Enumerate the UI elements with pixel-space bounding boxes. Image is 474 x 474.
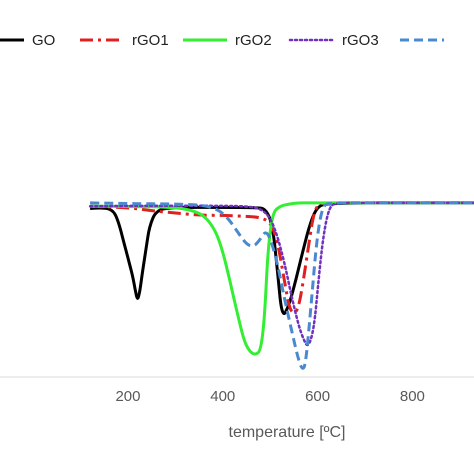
x-tick-labels: 200 400 600 800 [115, 388, 424, 405]
x-tick-label: 400 [210, 388, 235, 405]
legend-label: rGO3 [342, 32, 379, 49]
x-tick-label: 200 [115, 388, 140, 405]
legend: GO rGO1 rGO2 rGO3 [0, 32, 444, 49]
series-line-rgo2 [90, 201, 474, 356]
x-tick-label: 800 [400, 388, 425, 405]
legend-label: GO [32, 32, 55, 49]
legend-label: rGO2 [235, 32, 272, 49]
series-line-rgo1 [90, 201, 474, 315]
series-line-go [89, 201, 474, 315]
series-line-series-5 [90, 201, 474, 370]
x-axis-title: temperature [ºC] [229, 424, 346, 441]
x-tick-label: 600 [305, 388, 330, 405]
series-line-rgo3 [88, 201, 474, 347]
plot-area [88, 201, 474, 370]
legend-label: rGO1 [132, 32, 169, 49]
